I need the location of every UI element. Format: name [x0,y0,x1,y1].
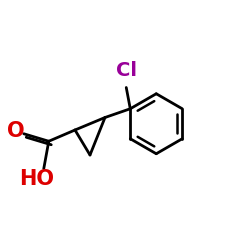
Text: HO: HO [20,169,54,189]
Text: O: O [7,121,24,141]
Text: Cl: Cl [116,60,137,80]
